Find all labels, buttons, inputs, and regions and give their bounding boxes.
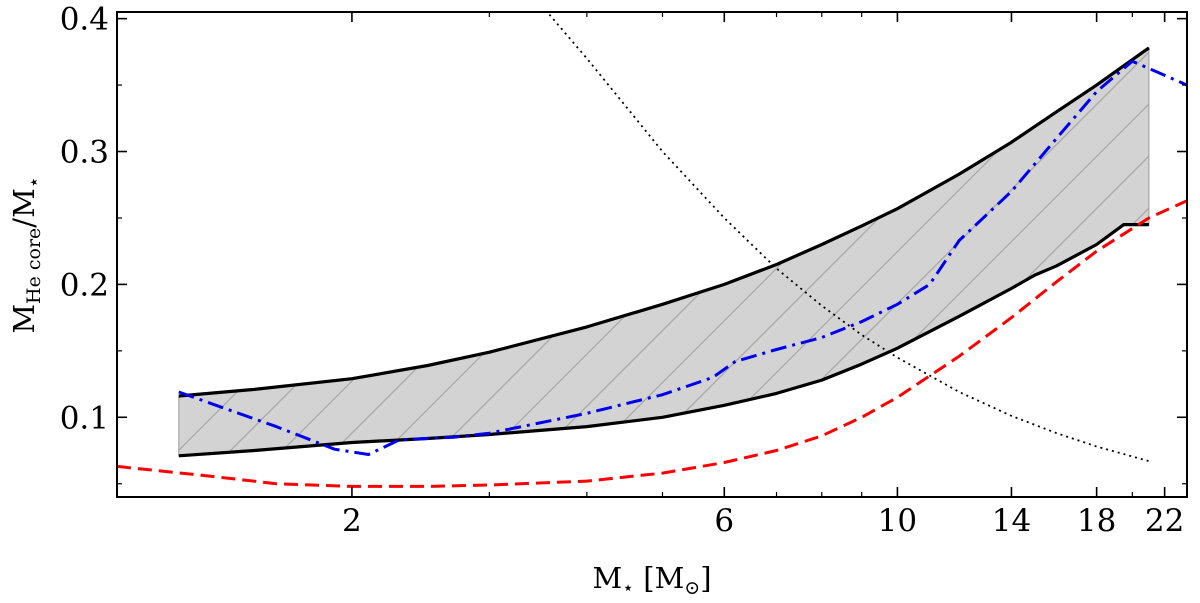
x-tick-label: 6 bbox=[714, 503, 734, 539]
x-tick-label: 14 bbox=[992, 503, 1031, 539]
y-tick-label: 0.3 bbox=[60, 135, 109, 171]
y-axis-label: MHe core/M⋆ bbox=[7, 176, 45, 333]
x-tick-label: 22 bbox=[1145, 503, 1184, 539]
series-red-dashed-line bbox=[117, 199, 1187, 488]
y-tick-label: 0.2 bbox=[60, 267, 109, 303]
x-tick-label: 10 bbox=[878, 503, 917, 539]
x-tick-label: 2 bbox=[342, 503, 362, 539]
y-tick-label: 0.4 bbox=[60, 2, 109, 38]
series-blue-dash-dot-line bbox=[178, 59, 1187, 456]
y-tick-label: 0.1 bbox=[60, 400, 109, 436]
x-axis-label: M⋆ [M⊙] bbox=[592, 561, 711, 599]
series-upper-boundary-line bbox=[178, 46, 1150, 398]
plot-frame bbox=[116, 11, 1188, 498]
hatch-line bbox=[703, 47, 1149, 456]
x-tick-label: 18 bbox=[1077, 503, 1116, 539]
